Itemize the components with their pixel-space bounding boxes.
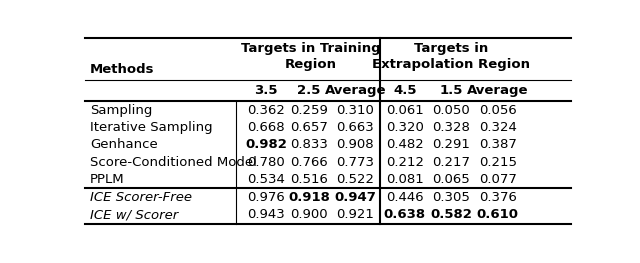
- Text: 3.5: 3.5: [254, 84, 278, 97]
- Text: 0.982: 0.982: [245, 138, 287, 151]
- Text: 0.582: 0.582: [430, 208, 472, 221]
- Text: 0.921: 0.921: [337, 208, 374, 221]
- Text: 0.446: 0.446: [386, 191, 424, 204]
- Text: 0.638: 0.638: [384, 208, 426, 221]
- Text: 0.976: 0.976: [247, 191, 285, 204]
- Text: 0.324: 0.324: [479, 121, 516, 134]
- Text: 0.061: 0.061: [386, 104, 424, 117]
- Text: 0.291: 0.291: [432, 138, 470, 151]
- Text: 0.305: 0.305: [432, 191, 470, 204]
- Text: Average: Average: [324, 84, 386, 97]
- Text: 1.5: 1.5: [439, 84, 463, 97]
- Text: 0.516: 0.516: [290, 173, 328, 186]
- Text: 0.766: 0.766: [291, 156, 328, 169]
- Text: 0.833: 0.833: [290, 138, 328, 151]
- Text: 0.610: 0.610: [477, 208, 518, 221]
- Text: Targets in Training
Region: Targets in Training Region: [241, 42, 380, 71]
- Text: Targets in
Extrapolation Region: Targets in Extrapolation Region: [372, 42, 531, 71]
- Text: 0.050: 0.050: [432, 104, 470, 117]
- Text: 0.657: 0.657: [290, 121, 328, 134]
- Text: 0.217: 0.217: [432, 156, 470, 169]
- Text: 0.773: 0.773: [336, 156, 374, 169]
- Text: 0.668: 0.668: [247, 121, 285, 134]
- Text: 0.328: 0.328: [432, 121, 470, 134]
- Text: 0.056: 0.056: [479, 104, 516, 117]
- Text: 0.376: 0.376: [479, 191, 516, 204]
- Text: 0.908: 0.908: [337, 138, 374, 151]
- Text: 0.362: 0.362: [247, 104, 285, 117]
- Text: 0.780: 0.780: [247, 156, 285, 169]
- Text: Genhance: Genhance: [90, 138, 157, 151]
- Text: Score-Conditioned Model: Score-Conditioned Model: [90, 156, 257, 169]
- Text: Methods: Methods: [90, 63, 154, 76]
- Text: 0.081: 0.081: [386, 173, 424, 186]
- Text: 0.663: 0.663: [337, 121, 374, 134]
- Text: ICE Scorer-Free: ICE Scorer-Free: [90, 191, 192, 204]
- Text: 0.534: 0.534: [247, 173, 285, 186]
- Text: 0.310: 0.310: [337, 104, 374, 117]
- Text: 0.522: 0.522: [336, 173, 374, 186]
- Text: 0.482: 0.482: [386, 138, 424, 151]
- Text: 0.212: 0.212: [386, 156, 424, 169]
- Text: 0.387: 0.387: [479, 138, 516, 151]
- Text: ICE w/ Scorer: ICE w/ Scorer: [90, 208, 178, 221]
- Text: 0.065: 0.065: [432, 173, 470, 186]
- Text: 0.215: 0.215: [479, 156, 516, 169]
- Text: 0.918: 0.918: [288, 191, 330, 204]
- Text: 4.5: 4.5: [393, 84, 417, 97]
- Text: 0.077: 0.077: [479, 173, 516, 186]
- Text: 2.5: 2.5: [298, 84, 321, 97]
- Text: 0.943: 0.943: [247, 208, 285, 221]
- Text: 0.900: 0.900: [291, 208, 328, 221]
- Text: Iterative Sampling: Iterative Sampling: [90, 121, 212, 134]
- Text: 0.320: 0.320: [386, 121, 424, 134]
- Text: Average: Average: [467, 84, 529, 97]
- Text: 0.947: 0.947: [334, 191, 376, 204]
- Text: Sampling: Sampling: [90, 104, 152, 117]
- Text: PPLM: PPLM: [90, 173, 125, 186]
- Text: 0.259: 0.259: [290, 104, 328, 117]
